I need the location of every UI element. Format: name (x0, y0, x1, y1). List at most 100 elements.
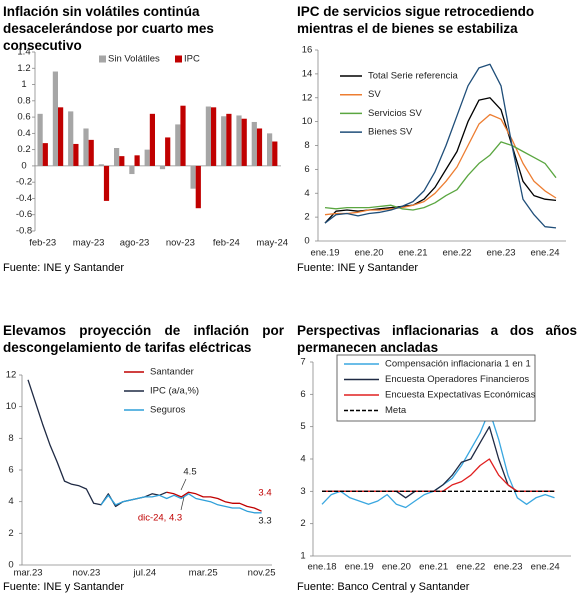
legend-label: Encuesta Operadores Financieros (385, 374, 529, 385)
chart-title: Elevamos proyección de inflación por des… (3, 323, 284, 355)
annotation-leader (180, 496, 185, 511)
y-tick-label: 1.4 (17, 47, 30, 58)
line-series (324, 63, 557, 229)
legend-label: IPC (a/a,%) (150, 386, 199, 397)
bar (144, 149, 150, 166)
y-tick-label: 16 (302, 45, 313, 56)
bar (205, 106, 211, 166)
y-tick-label: 8 (8, 433, 13, 444)
x-tick-label: nov.23 (72, 568, 100, 579)
y-tick-label: 4 (8, 496, 13, 507)
annotation: 4.5 (183, 467, 196, 478)
x-tick-label: ene.23 (493, 562, 522, 573)
bar (175, 124, 181, 166)
bar (83, 128, 89, 166)
bar (58, 107, 64, 166)
line-series (100, 493, 262, 514)
y-tick-label: -0.2 (16, 177, 32, 188)
line-series (321, 409, 555, 509)
x-tick-label: ene.22 (456, 562, 485, 573)
x-tick-label: feb-24 (213, 238, 240, 249)
x-tick-label: ene.23 (486, 248, 515, 259)
y-tick-label: 12 (302, 92, 313, 103)
source: Fuente: INE y Santander (3, 262, 125, 274)
y-tick-label: 10 (302, 116, 313, 127)
x-tick-label: ene.19 (345, 562, 374, 573)
bar (241, 118, 247, 166)
y-tick-label: 12 (6, 370, 17, 381)
line-series (322, 426, 555, 499)
x-tick-label: ene.21 (419, 562, 448, 573)
bar (114, 148, 120, 166)
bar (98, 164, 104, 166)
x-tick-label: ene.21 (398, 248, 427, 259)
legend-label: Santander (150, 367, 194, 378)
legend-label: SV (368, 89, 381, 100)
bar (42, 143, 48, 166)
legend-label: Servicios SV (368, 108, 423, 119)
x-tick-label: jul.24 (132, 568, 156, 579)
source: Fuente: Banco Central y Santander (297, 581, 470, 593)
x-tick-label: mar.23 (13, 568, 42, 579)
x-tick-label: nov.25 (248, 568, 276, 579)
line-series (324, 113, 557, 216)
x-tick-label: ene.24 (531, 562, 560, 573)
x-tick-label: ene.22 (442, 248, 471, 259)
legend-label: Bienes SV (368, 127, 413, 138)
y-tick-label: 4 (300, 454, 305, 465)
legend-label: Encuesta Expectativas Económicas (385, 390, 536, 401)
bar (149, 113, 155, 166)
bar (165, 137, 171, 166)
line-series (322, 458, 555, 492)
bar (195, 165, 201, 209)
y-tick-label: 8 (304, 140, 309, 151)
chart-title: IPC de servicios sigue retrocediendo mie… (297, 4, 535, 36)
bar (251, 121, 257, 166)
y-tick-label: 0.8 (17, 95, 30, 106)
legend-label: IPC (184, 54, 200, 65)
x-tick-label: ene.20 (354, 248, 383, 259)
y-tick-label: 5 (300, 421, 305, 432)
x-tick-label: ene.24 (530, 248, 559, 259)
line-series (27, 379, 167, 508)
legend-swatch (175, 55, 182, 63)
legend-label: Sin Volátiles (108, 54, 160, 65)
bar (256, 128, 263, 166)
y-tick-label: 0.4 (17, 128, 30, 139)
y-tick-label: 1 (21, 79, 26, 90)
y-tick-label: 1 (300, 551, 305, 562)
x-tick-label: mar.25 (189, 568, 218, 579)
bar (68, 111, 74, 166)
y-tick-label: 0 (8, 560, 13, 571)
x-tick-label: may-23 (73, 238, 105, 249)
bar (267, 133, 273, 166)
annotation: 3.3 (258, 516, 271, 527)
y-tick-label: 2 (8, 528, 13, 539)
legend-label: Meta (385, 405, 407, 416)
y-tick-label: 0 (21, 160, 26, 171)
legend-label: Compensación inflacionaria 1 en 1 (385, 359, 531, 370)
chart-title: Perspectivas inflacionarias a dos años p… (297, 323, 577, 355)
bar (103, 165, 110, 201)
annotation: 3.4 (258, 488, 271, 499)
line-series (166, 491, 262, 512)
y-tick-label: 0.6 (17, 112, 30, 123)
source: Fuente: INE y Santander (3, 581, 125, 593)
bar (159, 165, 166, 170)
y-tick-label: 6 (304, 164, 309, 175)
legend-label: Total Serie referencia (368, 71, 458, 82)
y-tick-label: 0.2 (17, 144, 30, 155)
x-tick-label: nov-23 (166, 238, 195, 249)
legend-swatch (99, 55, 106, 63)
x-tick-label: ago-23 (120, 238, 150, 249)
y-tick-label: 3 (300, 486, 305, 497)
x-tick-label: ene.20 (382, 562, 411, 573)
bar (52, 71, 58, 166)
y-tick-label: 0 (304, 236, 309, 247)
y-tick-label: 7 (300, 357, 305, 368)
y-tick-label: 10 (6, 401, 17, 412)
bar (226, 113, 232, 166)
x-tick-label: ene.19 (310, 248, 339, 259)
